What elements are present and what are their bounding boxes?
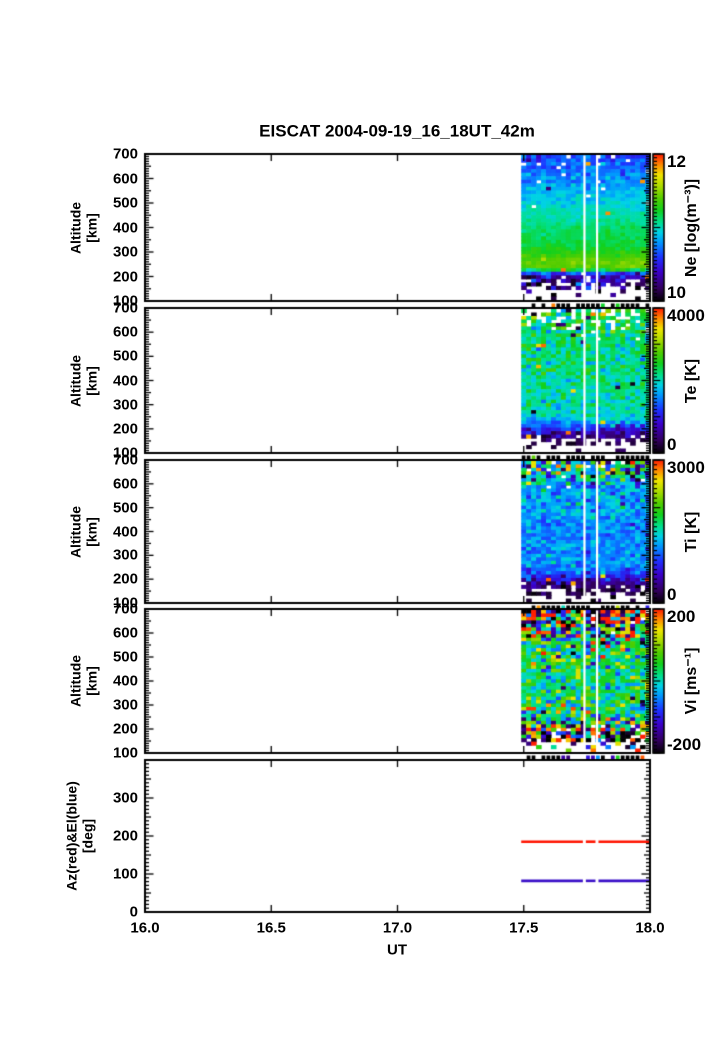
y-axis-label-ne: Altitude [km] [67, 201, 99, 254]
x-tick-label: 16.5 [256, 919, 286, 937]
colorbar-label-te: Te [K] [683, 358, 701, 403]
y-tick-label: 400 [112, 219, 138, 236]
y-tick-label: 100 [112, 444, 138, 462]
y-tick-label: 200 [112, 720, 138, 738]
y-tick-label: 300 [112, 546, 138, 564]
colorbar-min-label: -200 [667, 735, 702, 754]
y-tick-label: 500 [112, 648, 138, 666]
y-tick-label: 700 [112, 600, 138, 618]
y-tick-label: 700 [112, 299, 138, 317]
colorbar-max-label: 3000 [667, 458, 705, 477]
y-tick-label: 400 [112, 523, 138, 540]
y-tick-label: 300 [112, 789, 138, 807]
y-axis-label-azel: Az(red)&El(blue) [deg] [63, 781, 95, 891]
colorbar-min-label: 10 [667, 283, 686, 302]
y-tick-label: 700 [112, 145, 138, 163]
y-tick-label: 200 [112, 827, 138, 845]
y-tick-label: 500 [112, 499, 138, 517]
y-axis-label-te: Altitude [km] [67, 354, 99, 407]
y-tick-label: 100 [112, 865, 138, 883]
y-tick-label: 200 [112, 420, 138, 438]
y-axis-label-ti: Altitude [km] [67, 505, 99, 558]
y-tick-label: 400 [112, 372, 138, 389]
colorbar-label-ti: Ti [K] [683, 511, 701, 552]
colorbar-label-vi: Vi [ms⁻¹] [683, 647, 701, 715]
colorbar-label-ne: Ne [log(m⁻³)] [683, 178, 701, 277]
x-tick-label: 18.0 [635, 919, 665, 937]
y-tick-label: 500 [112, 194, 138, 212]
colorbar-min-label: 0 [667, 585, 677, 604]
y-tick-label: 200 [112, 570, 138, 588]
y-axis-label-vi: Altitude [km] [67, 654, 99, 708]
y-tick-label: 0 [129, 903, 138, 921]
x-axis-label: UT [387, 941, 407, 959]
y-tick-label: 300 [112, 243, 138, 261]
colorbar-max-label: 4000 [667, 306, 705, 325]
y-tick-label: 100 [112, 744, 138, 762]
y-tick-label: 300 [112, 696, 138, 714]
y-tick-label: 600 [112, 475, 138, 493]
y-tick-label: 600 [112, 624, 138, 642]
y-tick-label: 200 [112, 268, 138, 285]
y-tick-label: 100 [112, 594, 138, 612]
y-tick-label: 600 [112, 170, 138, 187]
y-tick-label: 300 [112, 396, 138, 414]
x-tick-label: 17.5 [509, 919, 539, 937]
y-tick-label: 700 [112, 451, 138, 469]
x-tick-label: 17.0 [382, 919, 413, 937]
x-tick-label: 16.0 [130, 919, 160, 937]
figure-title: EISCAT 2004-09-19_16_18UT_42m [259, 121, 535, 141]
y-tick-label: 400 [112, 672, 138, 690]
y-tick-label: 600 [112, 323, 138, 341]
colorbar-max-label: 12 [667, 152, 686, 171]
colorbar-max-label: 200 [667, 607, 696, 626]
y-tick-label: 100 [112, 292, 138, 310]
y-tick-label: 500 [112, 347, 138, 365]
colorbar-min-label: 0 [667, 435, 677, 454]
